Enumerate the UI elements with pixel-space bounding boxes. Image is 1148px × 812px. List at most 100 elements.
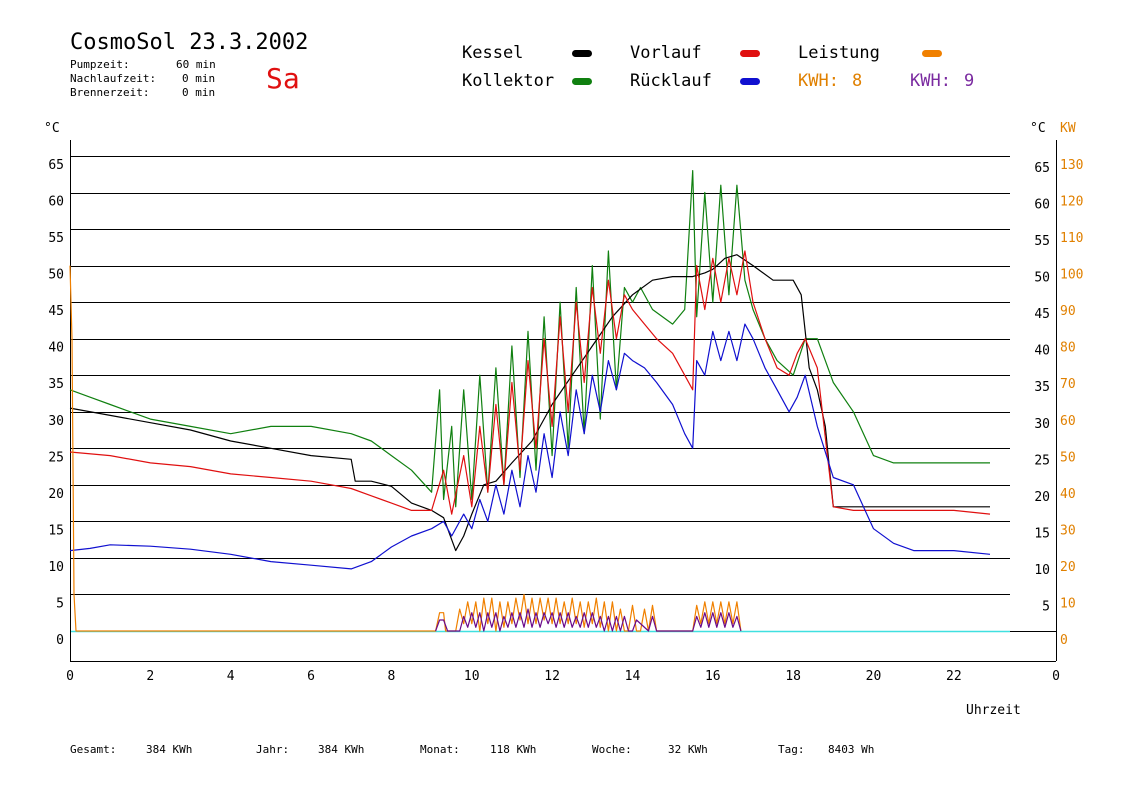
chart-title: CosmoSol 23.3.2002 [70, 30, 309, 55]
info-label-brennerzeit: Brennerzeit: [70, 86, 150, 99]
y-tick-left-25: 25 [48, 450, 64, 465]
y2-tick-130: 130 [1060, 158, 1083, 173]
x-axis-title: Uhrzeit [966, 703, 1021, 718]
y-tick-right-15: 15 [1034, 526, 1050, 541]
legend-swatch-leistung [922, 50, 942, 57]
legend-label-leistung: Leistung [798, 43, 880, 63]
legend-label-ruecklauf: Rücklauf [630, 71, 712, 91]
y2-tick-50: 50 [1060, 450, 1076, 465]
footer-label-tag: Tag: [778, 743, 805, 756]
y2-tick-100: 100 [1060, 268, 1083, 283]
footer-label-monat: Monat: [420, 743, 460, 756]
y-tick-right-10: 10 [1034, 563, 1050, 578]
y2-tick-120: 120 [1060, 195, 1083, 210]
x-tick-2: 4 [227, 669, 235, 684]
y-tick-left-50: 50 [48, 268, 64, 283]
footer-value-tag: 8403 Wh [828, 743, 875, 756]
y2-tick-70: 70 [1060, 377, 1076, 392]
y2-tick-90: 90 [1060, 304, 1076, 319]
y2-tick-40: 40 [1060, 487, 1076, 502]
y-tick-right-55: 55 [1034, 234, 1050, 249]
y-tick-right-25: 25 [1034, 453, 1050, 468]
x-tick-11: 22 [946, 669, 962, 684]
footer-value-woche: 32 KWh [668, 743, 708, 756]
tick-labels: °C °C KWUhrzeit051015202530354045505560655… [44, 121, 1083, 718]
kwh-value-2: 9 [964, 71, 975, 91]
y-tick-left-55: 55 [48, 231, 64, 246]
legend-label-kessel: Kessel [462, 43, 524, 63]
y2-tick-30: 30 [1060, 523, 1076, 538]
x-tick-6: 12 [544, 669, 560, 684]
y-tick-right-20: 20 [1034, 490, 1050, 505]
series-line-leistung-2 [435, 608, 742, 632]
y2-tick-20: 20 [1060, 560, 1076, 575]
y-tick-left-40: 40 [48, 341, 64, 356]
x-tick-9: 18 [785, 669, 801, 684]
y-axis-unit-right: °C [1030, 121, 1046, 136]
y-tick-left-10: 10 [48, 560, 64, 575]
kwh-value-1: 8 [852, 71, 863, 91]
series-line-kessel [69, 254, 990, 552]
grid-lines [70, 156, 1056, 633]
y-tick-right-60: 60 [1034, 198, 1050, 213]
footer-value-gesamt: 384 KWh [146, 743, 193, 756]
x-tick-12: 0 [1052, 669, 1060, 684]
y-tick-left-5: 5 [56, 596, 64, 611]
y-tick-left-20: 20 [48, 487, 64, 502]
x-tick-7: 14 [625, 669, 641, 684]
y2-tick-110: 110 [1060, 231, 1083, 246]
y-tick-right-5: 5 [1042, 599, 1050, 614]
info-value-nachlaufzeit: 0 min [182, 72, 216, 85]
legend-label-kollektor: Kollektor [462, 71, 555, 91]
legend-swatch-ruecklauf [740, 78, 760, 85]
y-tick-right-35: 35 [1034, 380, 1050, 395]
x-tick-5: 10 [464, 669, 480, 684]
footer-label-woche: Woche: [592, 743, 632, 756]
kwh-label-2: KWH: [910, 71, 951, 91]
y-tick-right-40: 40 [1034, 344, 1050, 359]
legend-swatch-kessel [572, 50, 592, 57]
legend-label-vorlauf: Vorlauf [630, 43, 702, 63]
series-line-r-cklauf [69, 323, 991, 570]
kwh-label-1: KWH: [798, 71, 839, 91]
y-tick-left-30: 30 [48, 414, 64, 429]
y-tick-left-0: 0 [56, 633, 64, 648]
y-tick-right-45: 45 [1034, 307, 1050, 322]
footer-label-gesamt: Gesamt: [70, 743, 117, 756]
series-line-vorlauf [69, 250, 991, 515]
y2-axis-unit: KW [1060, 121, 1076, 136]
x-tick-10: 20 [866, 669, 882, 684]
y2-tick-0: 0 [1060, 633, 1068, 648]
x-tick-3: 6 [307, 669, 315, 684]
y-tick-right-30: 30 [1034, 417, 1050, 432]
y-tick-right-65: 65 [1034, 161, 1050, 176]
axes [70, 140, 1057, 662]
y-tick-left-65: 65 [48, 158, 64, 173]
x-tick-4: 8 [387, 669, 395, 684]
info-label-nachlaufzeit: Nachlaufzeit: [70, 72, 157, 85]
y-axis-unit-left: °C [44, 121, 60, 136]
info-label-pumpzeit: Pumpzeit: [70, 58, 130, 71]
x-tick-0: 0 [66, 669, 74, 684]
x-tick-1: 2 [146, 669, 154, 684]
y-tick-left-45: 45 [48, 304, 64, 319]
info-value-brennerzeit: 0 min [182, 86, 216, 99]
y-tick-left-35: 35 [48, 377, 64, 392]
y-tick-right-50: 50 [1034, 271, 1050, 286]
y-tick-left-60: 60 [48, 195, 64, 210]
footer-value-jahr: 384 KWh [318, 743, 365, 756]
weekday-label: Sa [266, 62, 300, 95]
y-tick-left-15: 15 [48, 523, 64, 538]
series-line-kollektor [69, 170, 990, 508]
info-value-pumpzeit: 60 min [176, 58, 216, 71]
y2-tick-80: 80 [1060, 341, 1076, 356]
y2-tick-60: 60 [1060, 414, 1076, 429]
y2-tick-10: 10 [1060, 596, 1076, 611]
legend-swatch-vorlauf [740, 50, 760, 57]
footer-label-jahr: Jahr: [256, 743, 290, 756]
legend-swatch-kollektor [572, 78, 592, 85]
x-tick-8: 16 [705, 669, 721, 684]
footer-value-monat: 118 KWh [490, 743, 537, 756]
series-lines [69, 170, 991, 632]
